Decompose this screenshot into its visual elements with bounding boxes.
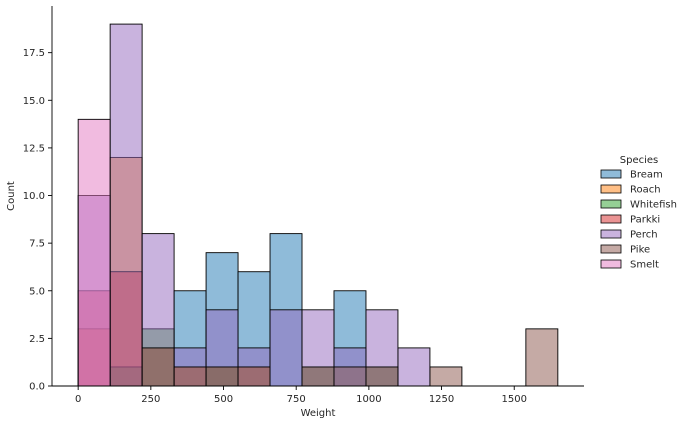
axes-layer: 0 250 500 750 1000 1250 1500 0.0 2.5 5.0 7.5 10.0 12… xyxy=(6,6,584,419)
y-tick-label: 2.5 xyxy=(29,334,45,345)
x-tick-label: 1250 xyxy=(429,394,454,405)
bar-pike-11 xyxy=(429,366,463,387)
x-axis-label: Weight xyxy=(301,408,336,419)
bar-pike-7 xyxy=(301,366,335,387)
bar-smelt-0 xyxy=(77,118,111,387)
bar-perch-10 xyxy=(397,347,431,387)
x-tick-label: 1000 xyxy=(356,394,381,405)
y-tick-label: 17.5 xyxy=(23,48,45,59)
bar-pike-3 xyxy=(173,366,207,387)
bar-pike-14 xyxy=(525,328,559,387)
legend-label-smelt: Smelt xyxy=(630,260,659,271)
bar-perch-6 xyxy=(269,309,303,387)
legend-swatch-bream xyxy=(600,169,622,179)
legend-swatch-smelt xyxy=(600,259,622,269)
legend-label-whitefish: Whitefish xyxy=(630,200,677,211)
legend-label-perch: Perch xyxy=(630,230,658,241)
x-tick-label: 750 xyxy=(287,394,306,405)
legend-label-bream: Bream xyxy=(630,170,663,181)
bar-pike-9 xyxy=(365,366,399,387)
bar-perch-1 xyxy=(109,23,143,387)
y-tick-label: 5.0 xyxy=(29,286,45,297)
y-tick-label: 10.0 xyxy=(23,191,45,202)
bar-pike-8 xyxy=(333,366,367,387)
y-tick-label: 0.0 xyxy=(29,382,45,393)
bar-pike-2 xyxy=(141,347,175,387)
legend-swatch-whitefish xyxy=(600,199,622,209)
x-tick-label: 0 xyxy=(75,394,81,405)
legend-label-parkki: Parkki xyxy=(630,215,660,226)
legend-swatch-parkki xyxy=(600,214,622,224)
legend-swatch-roach xyxy=(600,184,622,194)
legend: Species Bream Roach Whitefish Parkki Perch Pik… xyxy=(600,155,677,271)
y-tick-label: 7.5 xyxy=(29,239,45,250)
bar-pike-5 xyxy=(237,366,271,387)
x-tick-label: 1500 xyxy=(502,394,527,405)
bar-pike-4 xyxy=(205,366,239,387)
y-tick-label: 12.5 xyxy=(23,143,45,154)
legend-swatch-pike xyxy=(600,244,622,254)
legend-label-roach: Roach xyxy=(630,185,661,196)
legend-swatch-perch xyxy=(600,229,622,239)
x-tick-label: 500 xyxy=(214,394,233,405)
legend-title: Species xyxy=(620,155,659,166)
legend-label-pike: Pike xyxy=(630,245,650,256)
y-axis-label: Count xyxy=(6,181,17,211)
bars-layer xyxy=(77,23,559,387)
y-tick-label: 15.0 xyxy=(23,96,45,107)
x-tick-label: 250 xyxy=(141,394,160,405)
